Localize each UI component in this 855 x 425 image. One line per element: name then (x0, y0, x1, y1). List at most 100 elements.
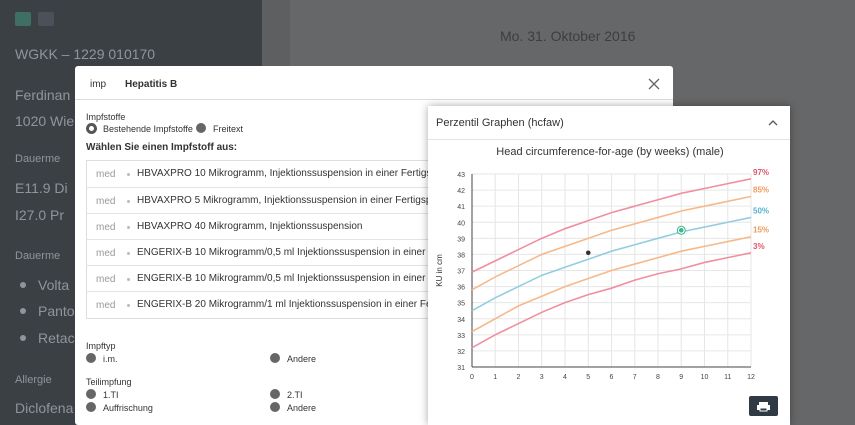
y-axis-label: KU in cm (435, 254, 444, 287)
vaccine-source: med (96, 274, 116, 285)
radio-label: Freitext (213, 124, 244, 134)
legend-label: 97% (753, 168, 769, 177)
dialog-title: Hepatitis B (125, 79, 178, 90)
vaccine-row[interactable]: med HBVAXPRO 40 Mikrogramm, Injektionssus… (86, 213, 446, 240)
vaccine-row[interactable]: med ENGERIX-B 10 Mikrogramm/0,5 ml Injekt… (86, 239, 483, 266)
x-tick-label: 7 (633, 374, 637, 381)
vaccine-source: med (96, 196, 116, 207)
x-tick-label: 3 (540, 374, 544, 381)
radio[interactable] (196, 123, 206, 133)
percentile-line (471, 178, 752, 273)
radio-label: Auffrischung (103, 403, 153, 413)
background-text: Allergie (15, 374, 52, 386)
radio[interactable] (270, 402, 280, 412)
y-tick-label: 35 (457, 301, 465, 308)
vaccine-row[interactable]: med ENGERIX-B 20 Mikrogramm/1 ml Injektio… (86, 291, 475, 318)
radio[interactable] (86, 402, 96, 412)
radio-label: Andere (287, 354, 317, 364)
y-tick-label: 31 (457, 365, 465, 372)
x-tick-label: 11 (724, 374, 731, 381)
measurement (678, 227, 684, 233)
background-text: E11.9 Di (15, 180, 68, 196)
section-label: Impftyp (86, 341, 116, 351)
y-tick-label: 33 (457, 333, 465, 340)
x-tick-label: 9 (679, 374, 683, 381)
background-text: Ferdinan (15, 87, 71, 103)
radio[interactable] (270, 389, 280, 399)
radio-label: Andere (287, 403, 317, 413)
legend-label: 3% (753, 242, 765, 251)
section-label: Impfstoffe (86, 112, 126, 122)
close-button[interactable] (648, 78, 660, 90)
x-tick-label: 4 (563, 374, 567, 381)
tab[interactable]: imp (90, 79, 107, 90)
background-text: I27.0 Pr (15, 207, 65, 223)
background-text: Dauerme (15, 153, 61, 165)
radio[interactable] (86, 389, 96, 399)
divider (75, 99, 673, 100)
vaccine-source: med (96, 300, 116, 311)
y-tick-label: 40 (457, 220, 465, 227)
x-tick-label: 8 (656, 374, 660, 381)
x-tick-label: 1 (493, 374, 497, 381)
x-tick-label: 12 (747, 374, 755, 381)
print-button[interactable] (749, 396, 778, 416)
vaccine-source: med (96, 169, 116, 180)
radio[interactable] (86, 353, 96, 363)
x-tick-label: 2 (517, 374, 521, 381)
x-tick-label: 6 (610, 374, 614, 381)
vaccine-name: ENGERIX-B 10 Mikrogramm/0,5 ml Injektion… (137, 247, 484, 258)
vaccine-name: ENGERIX-B 10 Mikrogramm/0,5 ml Injektion… (137, 273, 484, 284)
vaccine-name: HBVAXPRO 40 Mikrogramm, Injektionssuspen… (137, 221, 363, 232)
radio[interactable] (270, 353, 280, 363)
percentile-line (471, 252, 752, 349)
x-tick-label: 10 (701, 374, 709, 381)
vaccine-name: ENGERIX-B 20 Mikrogramm/1 ml Injektionss… (137, 299, 475, 310)
separator-dot (127, 226, 130, 229)
percentile-line (471, 195, 752, 291)
percentile-line (471, 216, 752, 312)
y-tick-label: 37 (457, 269, 465, 276)
vaccine-row[interactable]: med ENGERIX-B 10 Mikrogramm/0,5 ml Injekt… (86, 265, 483, 292)
panel-title: Perzentil Graphen (hcfaw) (436, 117, 564, 129)
vaccine-row[interactable]: med HBVAXPRO 10 Mikrogramm, Injektionssus… (86, 161, 456, 187)
legend-label: 50% (753, 206, 769, 215)
background-text: Retac (38, 330, 75, 346)
divider (428, 139, 790, 140)
separator-dot (127, 173, 130, 176)
vaccine-source: med (96, 248, 116, 259)
vaccine-source: med (96, 222, 116, 233)
radio-label: 2.TI (287, 390, 303, 400)
y-tick-label: 39 (457, 236, 465, 243)
vaccine-row[interactable]: med HBVAXPRO 5 Mikrogramm, Injektionssusp… (86, 187, 450, 214)
prompt: Wählen Sie einen Impfstoff aus: (86, 142, 238, 153)
radio-label: i.m. (103, 354, 118, 364)
measurement (585, 250, 591, 256)
vaccine-name: HBVAXPRO 5 Mikrogramm, Injektionssuspens… (137, 195, 451, 206)
background-text: 1020 Wie (15, 113, 75, 129)
collapse-icon[interactable] (768, 119, 778, 126)
chart: Head circumference-for-age (by weeks) (m… (435, 146, 769, 381)
background-text: Dauerme (15, 250, 61, 262)
logo (15, 12, 31, 26)
separator-dot (127, 200, 130, 203)
date: Mo. 31. Oktober 2016 (500, 28, 636, 44)
y-tick-label: 32 (457, 349, 465, 356)
radio[interactable] (86, 123, 97, 134)
y-tick-label: 36 (457, 285, 465, 292)
y-tick-label: 41 (457, 204, 465, 211)
radio-label: 1.TI (103, 390, 119, 400)
x-tick-label: 0 (470, 374, 474, 381)
bullet (20, 335, 26, 341)
background-text: Diclofena (15, 400, 74, 416)
background-text: Volta (38, 277, 70, 293)
bullet (20, 282, 26, 288)
legend-label: 15% (753, 226, 769, 235)
background-text: WGKK – 1229 010170 (15, 46, 156, 62)
chart-panel: Perzentil Graphen (hcfaw) Head circumfer… (428, 106, 790, 425)
y-tick-label: 43 (457, 172, 465, 179)
y-tick-label: 34 (457, 317, 465, 324)
x-tick-label: 5 (586, 374, 590, 381)
percentile-line (471, 235, 752, 333)
